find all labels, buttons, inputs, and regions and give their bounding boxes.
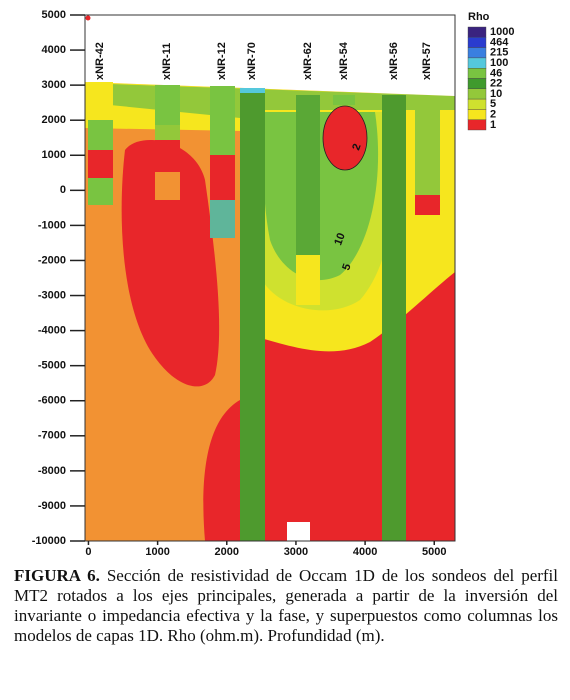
colorbar-label: 100 xyxy=(490,57,508,69)
y-tick-label: 4000 xyxy=(42,44,66,56)
colorbar-swatch xyxy=(467,78,487,90)
colorbar-label: 10 xyxy=(490,88,502,100)
y-tick-label: 3000 xyxy=(42,79,66,91)
colorbar-swatch xyxy=(467,57,487,69)
blank xyxy=(287,522,310,541)
contour-label: 10 xyxy=(332,231,347,247)
red-zone xyxy=(322,105,368,171)
colorbar-swatch xyxy=(467,88,487,100)
colorbar-label: 22 xyxy=(490,78,502,90)
colorbar-title: Rho xyxy=(468,11,490,23)
colorbar-swatch xyxy=(467,109,487,120)
figure: 500040003000200010000-1000-2000-3000-400… xyxy=(32,9,515,558)
colorbar-label: 215 xyxy=(490,47,508,59)
colorbar-swatch xyxy=(467,37,487,48)
colorbar-label: 2 xyxy=(490,108,496,120)
colorbar-swatch xyxy=(467,47,487,59)
y-tick-label: -3000 xyxy=(38,289,66,301)
station-label: xNR-57 xyxy=(421,42,433,80)
y-tick-label: -4000 xyxy=(38,325,66,337)
y-tick-label: -6000 xyxy=(38,395,66,407)
colorbar-label: 1 xyxy=(490,119,496,131)
y-tick-label: -2000 xyxy=(38,254,66,266)
section xyxy=(84,14,456,542)
y-tick-label: 1000 xyxy=(42,149,66,161)
colorbar-label: 464 xyxy=(490,36,509,48)
station-label: xNR-54 xyxy=(338,41,350,80)
station-label: xNR-62 xyxy=(302,42,314,80)
caption: FIGURA 6. Sección de resistividad de Occ… xyxy=(14,566,558,646)
colorbar-swatch xyxy=(467,67,487,79)
y-tick-label: -1000 xyxy=(38,219,66,231)
x-tick-label: 1000 xyxy=(145,546,169,558)
x-tick-label: 3000 xyxy=(284,546,308,558)
station-label: xNR-70 xyxy=(246,42,258,80)
x-tick-label: 2000 xyxy=(215,546,239,558)
station-label: xNR-12 xyxy=(216,42,228,80)
y-tick-label: -8000 xyxy=(38,465,66,477)
x-tick-label: 0 xyxy=(85,546,91,558)
y-tick-label: -10000 xyxy=(32,535,66,547)
marker xyxy=(85,15,91,21)
y-tick-label: -9000 xyxy=(38,500,66,512)
colorbar-swatch xyxy=(467,98,487,110)
y-tick-label: 0 xyxy=(60,184,66,196)
colorbar-swatch xyxy=(467,119,487,131)
station-label: xNR-11 xyxy=(161,43,173,80)
layer-columns xyxy=(88,82,440,541)
y-tick-label: -7000 xyxy=(38,430,66,442)
red-zone xyxy=(121,140,220,387)
y-tick-label: 2000 xyxy=(42,114,66,126)
colorbar-label: 5 xyxy=(490,98,496,110)
frame xyxy=(84,14,456,542)
colorbar-label: 1000 xyxy=(490,26,514,38)
caption-text: Sección de resistividad de Occam 1D de l… xyxy=(14,566,559,645)
colorbar-swatch xyxy=(467,26,487,38)
station-label: xNR-42 xyxy=(94,42,106,80)
y-tick-label: -5000 xyxy=(38,360,66,372)
x-tick-label: 5000 xyxy=(422,546,446,558)
contour-label: 2 xyxy=(350,142,363,152)
green-zone xyxy=(110,84,455,118)
caption-label: FIGURA 6. xyxy=(14,566,100,585)
contour-label: 5 xyxy=(340,262,353,272)
x-tick-label: 4000 xyxy=(353,546,377,558)
y-tick-label: 5000 xyxy=(42,9,66,21)
colorbar-label: 46 xyxy=(490,67,502,79)
station-label: xNR-56 xyxy=(388,42,400,80)
